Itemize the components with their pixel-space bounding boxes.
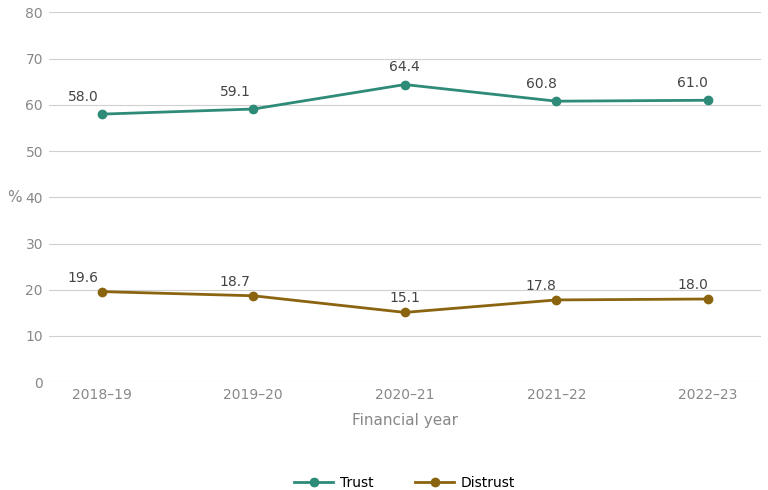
- Legend: Trust, Distrust: Trust, Distrust: [289, 470, 521, 490]
- X-axis label: Financial year: Financial year: [352, 413, 458, 428]
- Text: 58.0: 58.0: [68, 90, 99, 104]
- Trust: [249, 106, 258, 112]
- Text: 15.1: 15.1: [389, 292, 420, 305]
- Text: 60.8: 60.8: [526, 77, 557, 91]
- Text: 18.0: 18.0: [677, 278, 708, 292]
- Y-axis label: %: %: [7, 190, 22, 205]
- Trust: [400, 82, 409, 88]
- Text: 61.0: 61.0: [677, 76, 708, 90]
- Distrust: [551, 297, 561, 303]
- Line: Distrust: Distrust: [98, 288, 712, 317]
- Text: 18.7: 18.7: [220, 275, 250, 289]
- Line: Trust: Trust: [98, 80, 712, 118]
- Distrust: [249, 293, 258, 299]
- Trust: [551, 98, 561, 104]
- Text: 64.4: 64.4: [389, 60, 420, 74]
- Text: 17.8: 17.8: [526, 279, 557, 293]
- Text: 19.6: 19.6: [68, 270, 99, 285]
- Trust: [703, 98, 713, 103]
- Distrust: [703, 296, 713, 302]
- Text: 59.1: 59.1: [220, 85, 250, 99]
- Trust: [97, 111, 106, 117]
- Distrust: [400, 310, 409, 316]
- Distrust: [97, 289, 106, 294]
